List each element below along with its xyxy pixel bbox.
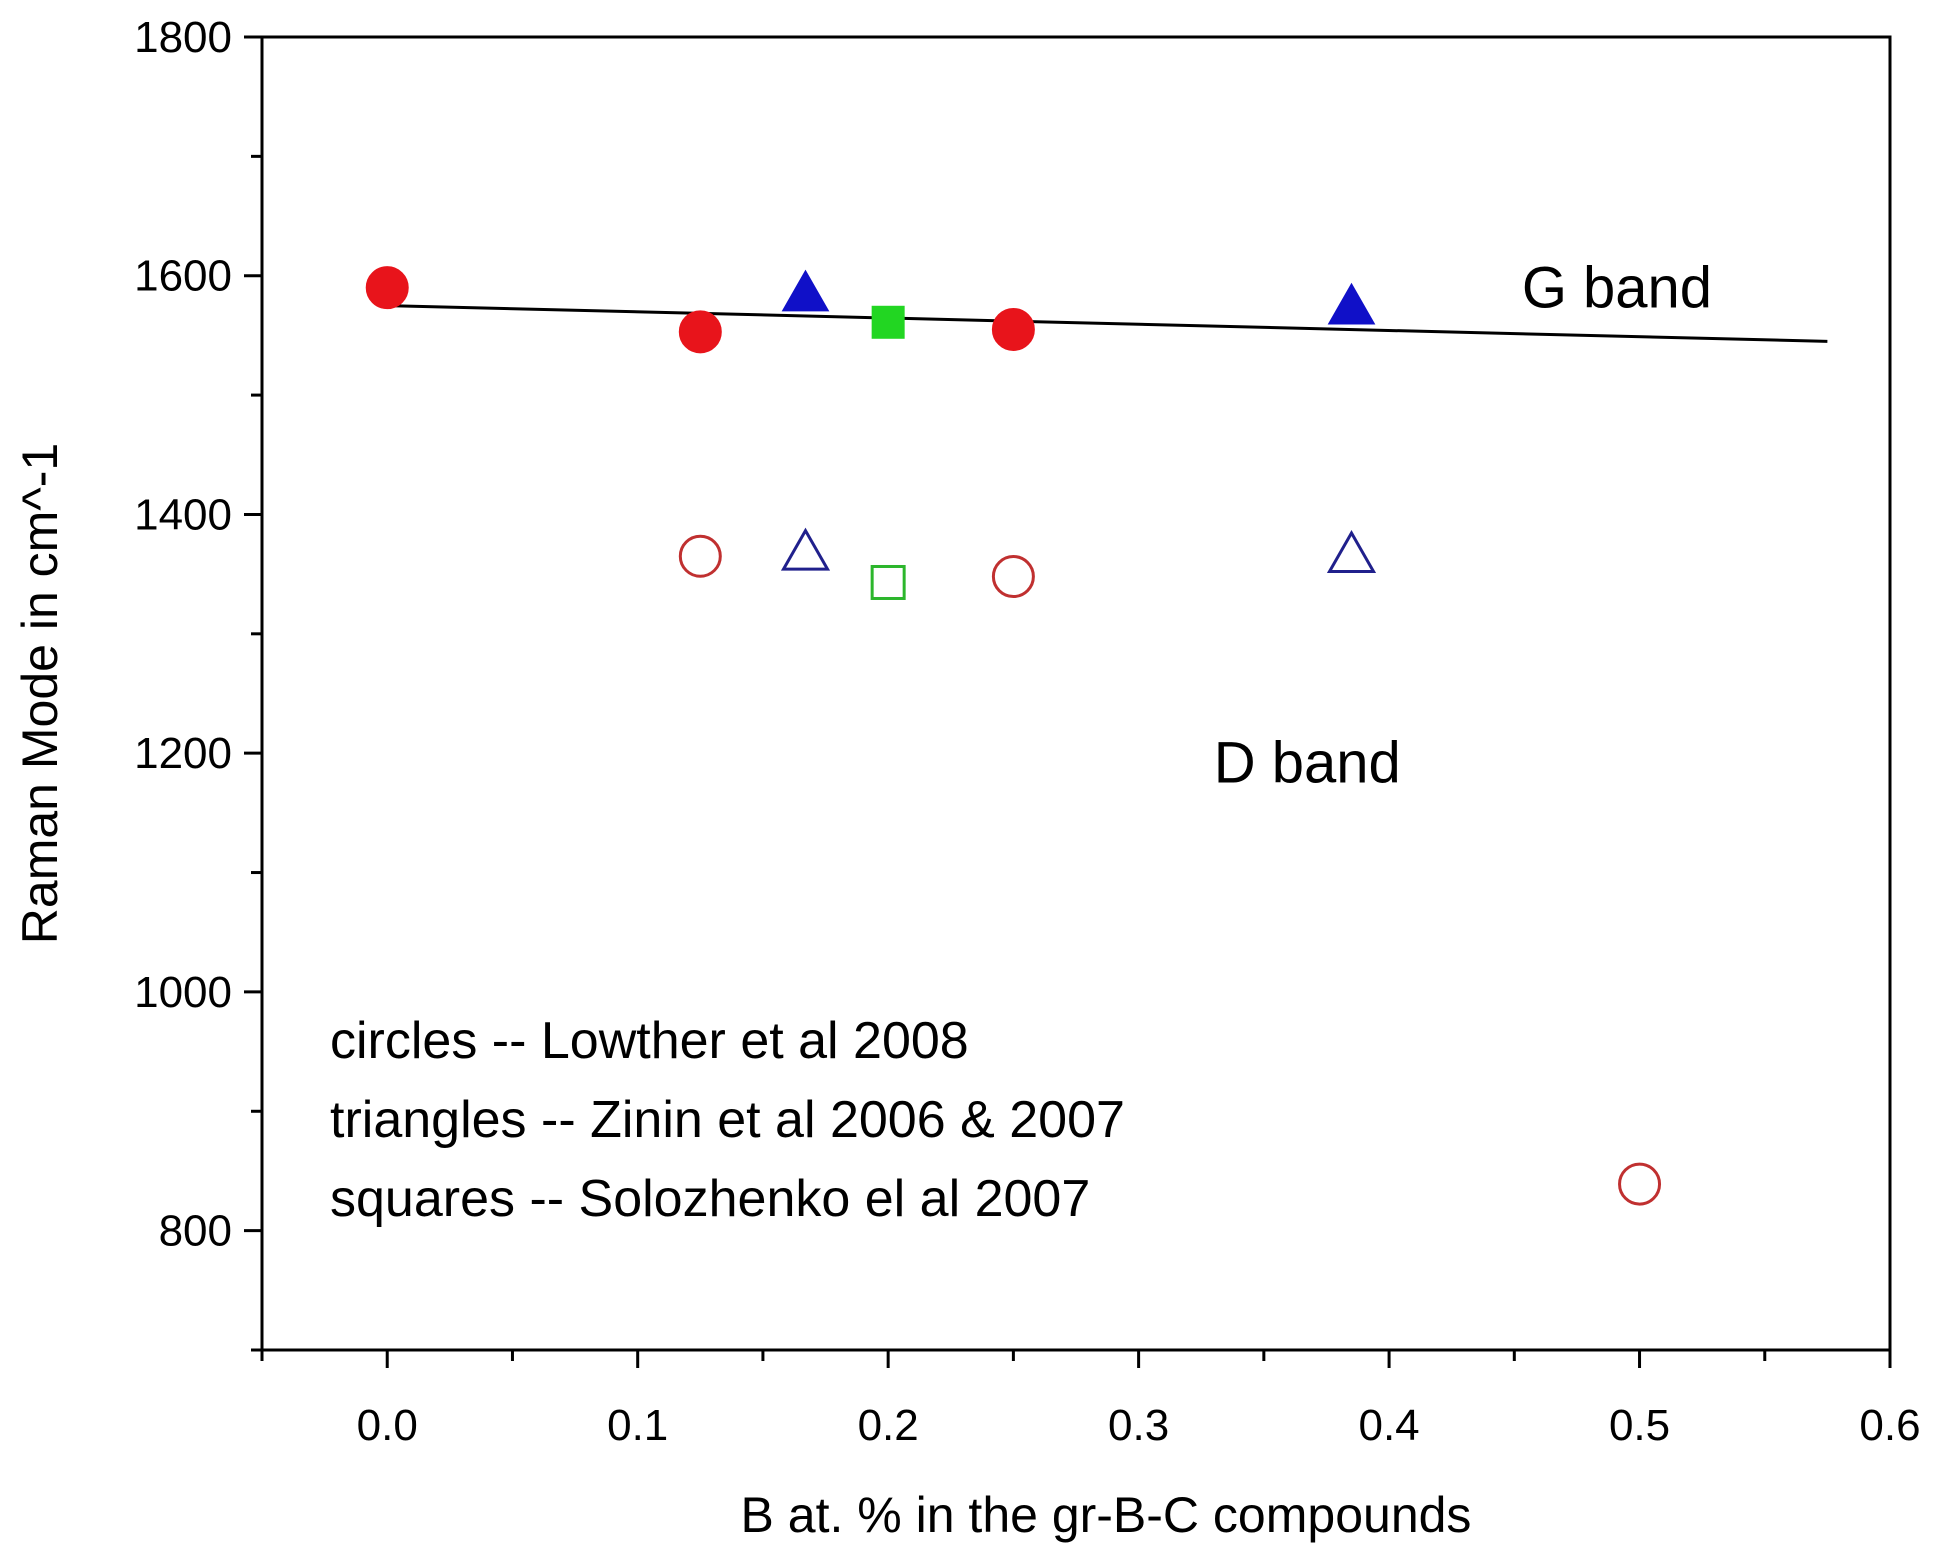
data-point-triangle: [1327, 282, 1376, 325]
data-point-circle: [1618, 1162, 1662, 1206]
x-tick-label: 0.4: [1358, 1401, 1419, 1450]
x-tick-label: 0.6: [1859, 1401, 1920, 1450]
data-point-circle: [678, 534, 722, 578]
data-point-triangle: [780, 527, 831, 571]
x-axis-label: B at. % in the gr-B-C compounds: [741, 1487, 1472, 1543]
data-point-circle: [365, 266, 409, 310]
x-tick-label: 0.0: [357, 1401, 418, 1450]
band-annotation: D band: [1214, 731, 1401, 796]
y-tick-label: 1400: [134, 490, 232, 539]
band-annotation: G band: [1522, 256, 1712, 321]
x-tick-label: 0.2: [858, 1401, 919, 1450]
x-tick-label: 0.5: [1609, 1401, 1670, 1450]
fit-line: [387, 304, 1828, 343]
data-point-triangle: [781, 269, 830, 312]
y-axis-label: Raman Mode in cm^-1: [12, 443, 68, 944]
legend-note: squares -- Solozhenko el al 2007: [330, 1170, 1090, 1228]
data-point-triangle: [1326, 530, 1377, 574]
data-point-square: [870, 564, 906, 600]
legend-note: circles -- Lowther et al 2008: [330, 1012, 969, 1070]
y-tick-label: 1800: [134, 13, 232, 62]
y-tick-label: 1600: [134, 252, 232, 301]
x-tick-label: 0.1: [607, 1401, 668, 1450]
x-tick-label: 0.3: [1108, 1401, 1169, 1450]
legend-note: triangles -- Zinin et al 2006 & 2007: [330, 1091, 1125, 1149]
y-tick-label: 1200: [134, 729, 232, 778]
y-tick-label: 800: [159, 1207, 232, 1256]
data-point-square: [871, 305, 905, 339]
plot-frame: [260, 35, 1892, 1352]
data-point-circle: [991, 555, 1035, 599]
data-point-circle: [991, 307, 1035, 351]
y-tick-label: 1000: [134, 968, 232, 1017]
data-point-circle: [678, 310, 722, 354]
